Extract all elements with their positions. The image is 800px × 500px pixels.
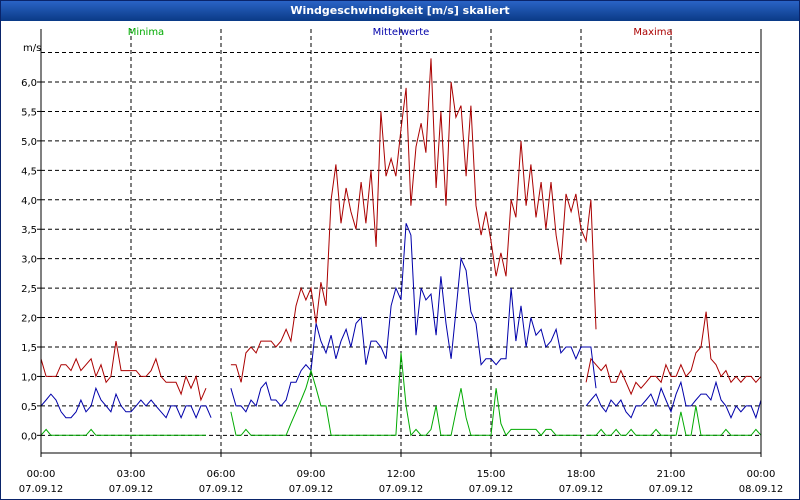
y-tick-label: 1,5 [21, 343, 37, 354]
x-tick-time: 00:00 [747, 469, 776, 480]
y-tick-label: 2,0 [21, 314, 37, 325]
series-minima-line [230, 352, 581, 437]
y-tick-label: 1,0 [21, 372, 37, 383]
x-tick-time: 06:00 [207, 469, 236, 480]
x-tick-time: 09:00 [297, 469, 326, 480]
y-axis-label: m/s [23, 43, 41, 54]
series-minima-line [586, 405, 762, 436]
y-tick-label: 0,0 [21, 431, 37, 442]
y-tick-label: 0,5 [21, 402, 37, 413]
legend-minima: Minima [128, 27, 164, 38]
x-tick-time: 00:00 [27, 469, 56, 480]
legend-mittelwerte: Mittelwerte [373, 27, 430, 38]
x-tick-date: 07.09.12 [289, 484, 334, 495]
series-maxima-line [40, 341, 207, 402]
series-mittelwerte-line [230, 223, 597, 413]
grid-layer [41, 29, 761, 453]
series-maxima-line [230, 58, 597, 383]
series-layer [40, 58, 762, 437]
y-tick-label: 5,5 [21, 107, 37, 118]
y-tick-label: 6,0 [21, 78, 37, 89]
y-tick-label: 4,0 [21, 196, 37, 207]
y-tick-label: 3,0 [21, 255, 37, 266]
y-tick-label: 5,0 [21, 137, 37, 148]
series-mittelwerte-line [585, 380, 762, 420]
series-maxima-line [585, 311, 762, 396]
axes-layer [37, 29, 762, 457]
series-minima-line [40, 428, 206, 436]
y-tick-label: 4,5 [21, 166, 37, 177]
x-tick-time: 18:00 [567, 469, 596, 480]
chart-title: Windgeschwindigkeit [m/s] skaliert [1, 1, 799, 21]
x-tick-date: 07.09.12 [559, 484, 604, 495]
x-tick-date: 07.09.12 [109, 484, 154, 495]
x-tick-time: 12:00 [387, 469, 416, 480]
x-tick-time: 21:00 [657, 469, 686, 480]
x-tick-time: 03:00 [117, 469, 146, 480]
labels-layer: 0,0 0,5 1,0 1,5 2,0 2,5 3,0 3,5 4,0 4,5 5,0 5,5 6,0 0… [19, 27, 784, 495]
y-tick-label: 2,5 [21, 284, 37, 295]
wind-speed-chart: 0,0 0,5 1,0 1,5 2,0 2,5 3,0 3,5 4,0 4,5 5,0 5,5 6,0 0… [19, 27, 784, 495]
legend-maxima: Maxima [633, 27, 672, 38]
x-tick-date: 07.09.12 [469, 484, 514, 495]
series-mittelwerte-line [40, 386, 212, 419]
x-tick-date: 08.09.12 [739, 484, 784, 495]
x-tick-time: 15:00 [477, 469, 506, 480]
x-tick-date: 07.09.12 [649, 484, 694, 495]
y-tick-label: 3,5 [21, 225, 37, 236]
x-tick-date: 07.09.12 [199, 484, 244, 495]
x-tick-date: 07.09.12 [19, 484, 64, 495]
x-tick-date: 07.09.12 [379, 484, 424, 495]
